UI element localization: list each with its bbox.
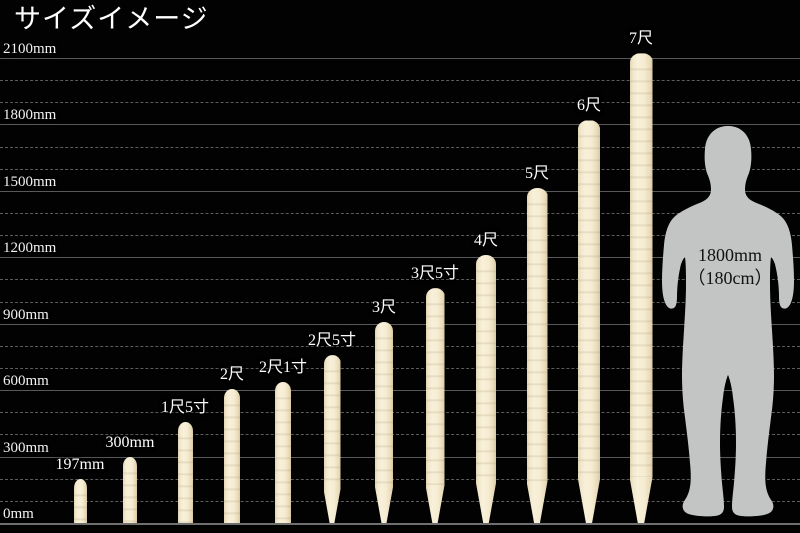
human-body-path (662, 126, 794, 517)
bar-value-label: 197mm (55, 456, 105, 474)
bar-value-label: 1尺5寸 (160, 399, 210, 417)
gridline-major (0, 390, 800, 392)
bar-grain-texture (73, 485, 87, 523)
gridline-major (0, 323, 800, 325)
gridline-minor (0, 235, 800, 237)
y-axis-tick-label: 0mm (3, 506, 34, 522)
bar-grain-texture (123, 462, 137, 523)
bar-body (527, 188, 548, 523)
page-title: サイズイメージ (14, 4, 209, 34)
bar-value-label: 6尺 (576, 97, 602, 115)
bar-body (324, 355, 341, 523)
bar-body (224, 388, 240, 523)
bar-11 (578, 120, 600, 523)
bar-5 (275, 382, 291, 523)
gridline-minor (0, 500, 800, 502)
bar-value-label: 4尺 (473, 231, 499, 249)
bar-value-label: 3尺 (371, 298, 397, 316)
bar-grain-texture (275, 388, 291, 523)
y-axis-tick-label: 1800mm (3, 107, 57, 124)
y-axis-tick-label: 1200mm (3, 240, 57, 257)
bar-body (73, 479, 87, 523)
gridline-minor (0, 368, 800, 369)
bar-1 (73, 479, 87, 523)
bar-grain-texture (224, 394, 240, 523)
gridline-minor (0, 279, 800, 281)
bar-12 (630, 53, 653, 523)
gridline-minor (0, 412, 800, 414)
human-height-caption: 1800mm （180cm） (660, 244, 800, 290)
gridline-major (0, 58, 800, 59)
human-silhouette-svg (662, 126, 794, 517)
gridline-major (0, 190, 800, 192)
bar-7 (375, 322, 393, 523)
y-axis-tick-label: 1500mm (3, 173, 57, 190)
bar-grain-texture (324, 361, 341, 523)
bar-value-label: 3尺5寸 (410, 265, 460, 283)
bar-grain-texture (630, 59, 653, 523)
gridline-minor (0, 434, 800, 436)
bar-grain-texture (177, 428, 193, 523)
bar-2 (123, 456, 137, 523)
bar-9 (476, 255, 496, 523)
bar-grain-texture (375, 328, 393, 523)
y-axis-tick-label: 600mm (3, 373, 49, 390)
bar-grain-texture (426, 294, 445, 523)
bar-value-label: 2尺5寸 (307, 332, 357, 350)
bar-4 (224, 388, 240, 523)
y-axis-tick-label: 900mm (3, 306, 49, 323)
gridline-minor (0, 168, 800, 170)
bar-value-label: 5尺 (524, 164, 550, 182)
bar-3 (177, 422, 193, 523)
human-height-mm: 1800mm (697, 245, 762, 265)
bar-10 (527, 188, 548, 523)
gridline-major (0, 124, 800, 126)
human-silhouette: 1800mm （180cm） (660, 124, 800, 523)
bar-value-label: 7尺 (628, 30, 654, 48)
gridline-major (0, 257, 800, 259)
bar-value-label: 300mm (105, 433, 155, 451)
bar-body (578, 120, 600, 523)
gridline-minor (0, 345, 800, 347)
y-axis-tick-label: 300mm (3, 439, 49, 456)
bar-8 (426, 288, 445, 523)
gridline-minor (0, 102, 800, 104)
gridline-minor (0, 478, 800, 480)
bar-value-label: 2尺1寸 (258, 359, 308, 377)
bar-grain-texture (476, 261, 496, 523)
gridline-minor (0, 146, 800, 148)
gridline-major (0, 456, 800, 458)
bar-body (177, 422, 193, 523)
human-height-cm: （180cm） (687, 268, 773, 288)
bar-grain-texture (578, 126, 600, 523)
bar-body (275, 382, 291, 523)
bar-body (375, 322, 393, 523)
bar-body (123, 456, 137, 523)
bar-grain-texture (527, 194, 548, 523)
bar-body (476, 255, 496, 523)
gridline-minor (0, 301, 800, 303)
bar-value-label: 2尺 (219, 365, 245, 383)
gridline-minor (0, 80, 800, 82)
gridline-minor (0, 213, 800, 214)
bar-body (426, 288, 445, 523)
bar-body (630, 53, 653, 523)
axis-baseline (0, 523, 800, 525)
bar-6 (324, 355, 341, 523)
y-axis-tick-label: 2100mm (3, 41, 57, 57)
